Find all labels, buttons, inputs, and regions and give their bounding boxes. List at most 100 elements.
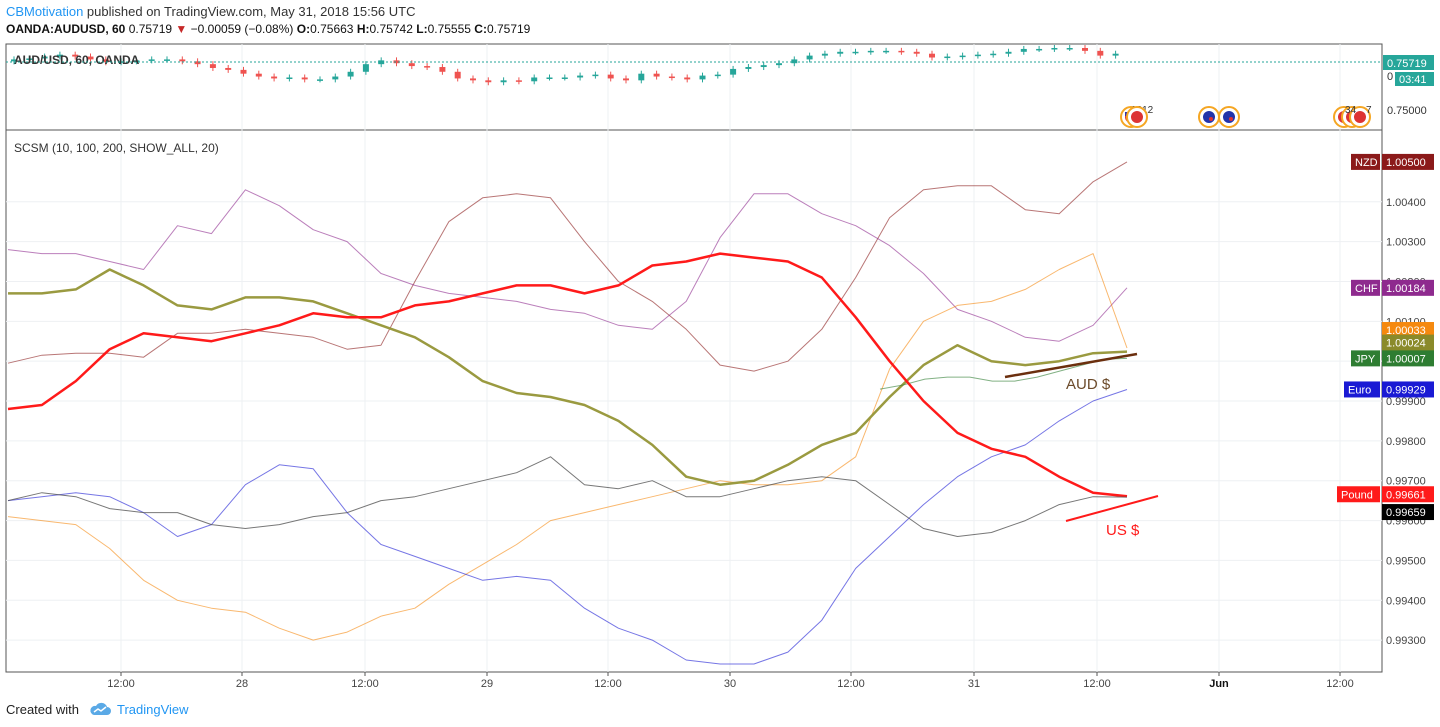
y-axis-tick-label: 0.99400 — [1386, 595, 1426, 607]
x-axis-tick-label: Jun — [1209, 678, 1229, 690]
value-badge-label: 1.00024 — [1386, 338, 1426, 350]
candle-body — [72, 54, 79, 57]
low-value: 0.75555 — [427, 22, 471, 36]
chart-header: CBMotivation published on TradingView.co… — [0, 0, 1440, 44]
y-axis-tick-label: 0.99700 — [1386, 476, 1426, 488]
candle-body — [41, 56, 48, 59]
candle-body — [393, 60, 400, 64]
x-axis-tick-label: 12:00 — [351, 678, 379, 690]
candle-body — [424, 66, 431, 68]
y-axis-tick-label: 0.99500 — [1386, 555, 1426, 567]
chart-canvas[interactable]: 12:00 28 12:00 29 12:00 30 12:00 31 12:00 Jun 12:0… — [0, 0, 1440, 691]
candle-body — [592, 74, 599, 77]
us-flag-icon[interactable] — [1349, 106, 1371, 128]
series-name-tag — [1344, 381, 1380, 398]
candle-body — [317, 79, 323, 81]
candle-body — [974, 54, 981, 57]
candle-body — [883, 50, 890, 53]
created-with-text: Created with — [6, 702, 79, 717]
candle-body — [730, 68, 737, 75]
event-count-3: 7 — [1366, 105, 1372, 116]
candle-body — [1036, 48, 1043, 51]
x-axis-tick-label: 12:00 — [594, 678, 622, 690]
candle-body — [821, 53, 828, 56]
candle-body — [898, 50, 905, 53]
x-axis-tick-label: 29 — [481, 678, 493, 690]
value-badge — [1382, 279, 1434, 296]
candle-body — [133, 60, 140, 62]
candle-body — [990, 53, 997, 56]
candle-body — [867, 50, 874, 53]
candle-body — [500, 80, 507, 83]
publish-line: CBMotivation published on TradingView.co… — [6, 4, 416, 19]
series-name-tag-label: CHF — [1355, 283, 1378, 295]
au-flag-icon[interactable] — [1218, 106, 1240, 128]
tradingview-cloud-icon — [90, 702, 111, 715]
series-name-tag-label: JPY — [1355, 353, 1376, 365]
aud-trendline — [1004, 352, 1138, 379]
tradingview-link[interactable]: TradingView — [117, 702, 189, 717]
candle-body — [26, 58, 33, 60]
event-count-2: 34 — [1345, 105, 1357, 116]
candle-body — [668, 76, 675, 79]
value-badge-label: 1.00500 — [1386, 157, 1426, 169]
candle-body — [760, 65, 767, 68]
grid-lines — [6, 44, 1382, 672]
candle-body — [638, 73, 645, 81]
candle-body — [286, 77, 293, 79]
axes: 12:00 28 12:00 29 12:00 30 12:00 31 12:00 Jun 12:0… — [107, 153, 1434, 690]
candle-body — [546, 77, 553, 79]
close-value: 0.75719 — [486, 22, 531, 36]
price-candles — [11, 45, 1119, 86]
candle-body — [408, 63, 415, 67]
price-label-box — [1383, 55, 1434, 70]
candle-body — [1020, 48, 1027, 52]
candle-body — [745, 67, 752, 69]
author-link[interactable]: CBMotivation — [6, 4, 84, 19]
candle-body — [806, 55, 813, 60]
price-axis-tick-2: 0.75000 — [1387, 105, 1427, 117]
candle-body — [194, 61, 201, 65]
usd-trendline — [1065, 495, 1159, 522]
series-name-tag — [1337, 486, 1380, 503]
published-text: published on TradingView.com, May 31, 20… — [83, 4, 416, 19]
countdown-label: 03:41 — [1399, 74, 1427, 86]
au-flag-icon[interactable] — [1198, 106, 1220, 128]
value-badge — [1382, 350, 1434, 367]
series-line-pound — [7, 252, 1128, 498]
x-axis-tick-label: 12:00 — [1326, 678, 1354, 690]
candle-body — [485, 80, 492, 83]
usd-annotation: US $ — [1106, 522, 1140, 539]
candle-body — [56, 54, 63, 57]
price-pane-legend: AUD/USD, 60, OANDA — [14, 53, 140, 67]
candle-body — [1082, 48, 1088, 51]
candle-body — [959, 55, 966, 58]
x-axis-tick-label: 12:00 — [837, 678, 865, 690]
candle-body — [11, 59, 17, 62]
candle-body — [118, 61, 125, 63]
series-name-tag-label: Pound — [1341, 489, 1373, 501]
value-badge-label: 1.00033 — [1386, 325, 1426, 337]
series-name-tag — [1351, 279, 1380, 296]
candle-body — [470, 78, 476, 81]
series-name-tag — [1351, 153, 1380, 170]
down-arrow-icon: ▼ — [175, 22, 188, 36]
value-badge — [1382, 153, 1434, 170]
candle-body — [699, 75, 706, 80]
candle-body — [653, 73, 660, 77]
us-flag-icon[interactable] — [1126, 106, 1148, 128]
y-axis-tick-label: 0.99800 — [1386, 436, 1426, 448]
candle-body — [209, 64, 216, 68]
candle-body — [515, 80, 522, 82]
candle-body — [623, 78, 629, 81]
ohlc-line: OANDA:AUDUSD, 60 0.75719 ▼ −0.00059 (−0.… — [6, 22, 530, 36]
candle-body — [944, 56, 951, 59]
value-badge-label: 1.00007 — [1386, 353, 1426, 365]
y-axis-tick-label: 0.99300 — [1386, 635, 1426, 647]
y-axis-tick-label: 0.99900 — [1386, 396, 1426, 408]
x-axis-tick-label: 28 — [236, 678, 248, 690]
series-line-usd — [7, 456, 1128, 537]
candle-body — [561, 77, 568, 79]
value-badge-label: 0.99661 — [1386, 489, 1426, 501]
candle-body — [271, 76, 278, 79]
